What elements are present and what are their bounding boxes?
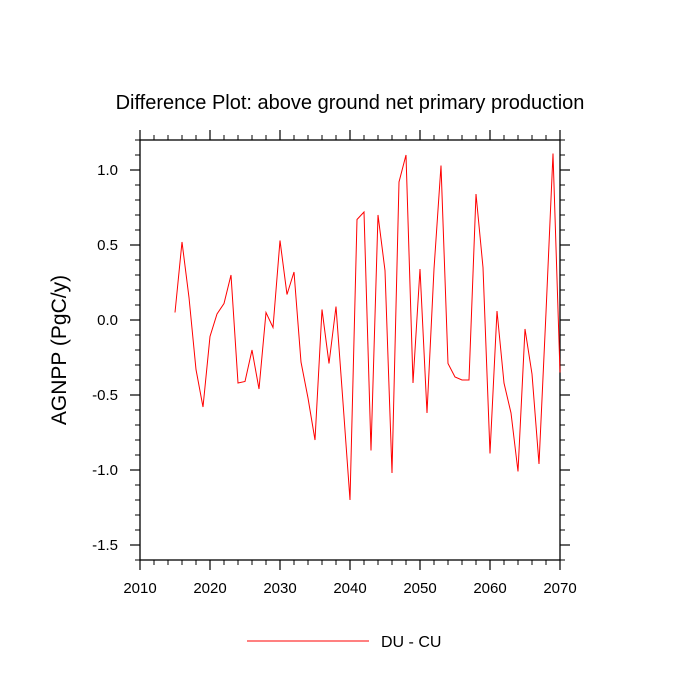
x-tick-label: 2070 [543, 580, 576, 597]
y-tick-label: 0.0 [97, 312, 118, 329]
y-tick-label: -1.5 [92, 537, 118, 554]
x-tick-label: 2060 [473, 580, 506, 597]
legend: DU - CU [247, 634, 441, 651]
x-tick-label: 2010 [123, 580, 156, 597]
series-line-du-cu [174, 153, 561, 501]
series-layer [174, 153, 561, 501]
y-axis-label: AGNPP (PgC/y) [48, 275, 71, 425]
legend-label-du-cu: DU - CU [381, 634, 441, 651]
tick-labels: 2010 2020 2030 2040 2050 2060 2070 -1.5 -1.0 -0.5… [92, 162, 577, 597]
y-tick-label: -0.5 [92, 387, 118, 404]
x-tick-label: 2030 [263, 580, 296, 597]
y-tick-label: 1.0 [97, 162, 118, 179]
x-tick-label: 2040 [333, 580, 366, 597]
x-tick-label: 2020 [193, 580, 226, 597]
tick-marks [130, 130, 570, 570]
y-tick-label: 0.5 [97, 237, 118, 254]
chart-title: Difference Plot: above ground net primar… [116, 92, 585, 114]
y-tick-label: -1.0 [92, 462, 118, 479]
x-tick-label: 2050 [403, 580, 436, 597]
